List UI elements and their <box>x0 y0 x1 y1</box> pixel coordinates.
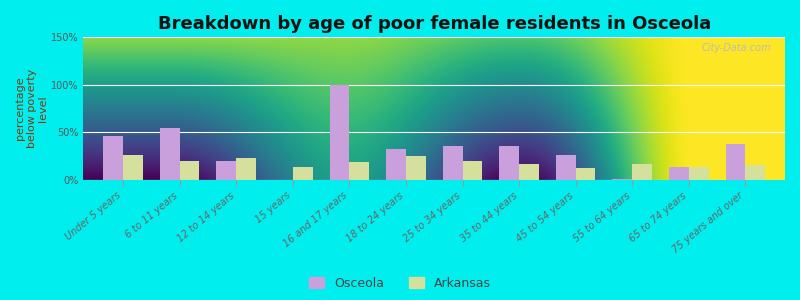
Bar <box>519 164 539 180</box>
Bar <box>236 158 256 180</box>
Bar <box>123 155 143 180</box>
Y-axis label: percentage
below poverty
level: percentage below poverty level <box>15 69 48 148</box>
Bar <box>669 167 689 180</box>
Bar <box>330 85 350 180</box>
Bar <box>462 161 482 180</box>
Bar <box>386 149 406 180</box>
Bar <box>576 168 595 180</box>
Bar <box>160 128 180 180</box>
Bar <box>180 161 199 180</box>
Title: Breakdown by age of poor female residents in Osceola: Breakdown by age of poor female resident… <box>158 15 711 33</box>
Bar <box>350 162 369 180</box>
Bar <box>406 156 426 180</box>
Bar <box>689 167 709 180</box>
Bar <box>103 136 123 180</box>
Bar <box>726 144 746 180</box>
Bar <box>442 146 462 180</box>
Bar <box>293 167 313 180</box>
Bar <box>746 165 765 180</box>
Bar <box>613 179 632 180</box>
Bar <box>499 146 519 180</box>
Bar <box>632 164 652 180</box>
Legend: Osceola, Arkansas: Osceola, Arkansas <box>306 273 494 294</box>
Bar <box>556 155 576 180</box>
Bar <box>217 161 236 180</box>
Text: City-Data.com: City-Data.com <box>702 43 771 53</box>
